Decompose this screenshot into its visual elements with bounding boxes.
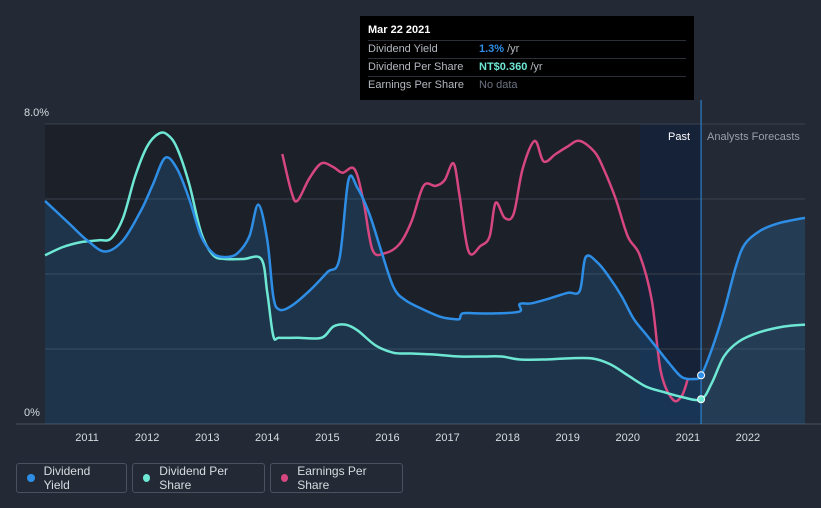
legend-dot-dividend-yield: [27, 474, 35, 482]
x-tick-label: 2013: [195, 432, 219, 444]
tooltip-value: NT$0.360: [479, 61, 528, 73]
tooltip-label: Dividend Per Share: [368, 61, 464, 73]
past-label: Past: [668, 131, 690, 143]
x-tick-label: 2016: [375, 432, 399, 444]
dividend-yield-line: [44, 156, 806, 381]
legend-label: Dividend Yield: [43, 464, 91, 492]
x-tick-label: 2014: [255, 432, 279, 444]
x-axis-ticks: 2011 2012 2013 2014 2015 2016 2017 2018 2019 2020…: [75, 432, 760, 444]
legend-label: Earnings Per Share: [297, 464, 367, 492]
x-tick-label: 2011: [75, 432, 99, 444]
legend-dot-dividend-per-share: [143, 474, 151, 482]
x-tick-label: 2019: [555, 432, 579, 444]
legend-dividend-yield[interactable]: Dividend Yield: [16, 463, 127, 493]
tooltip-label: Earnings Per Share: [368, 79, 464, 91]
tooltip-unit: /yr: [530, 61, 543, 73]
series-lines: [44, 131, 806, 403]
x-tick-label: 2012: [135, 432, 159, 444]
forecast-label: Analysts Forecasts: [707, 131, 800, 143]
tooltip-row-dividend-yield: Dividend Yield 1.3% /yr: [368, 40, 686, 58]
x-tick-label: 2020: [616, 432, 640, 444]
dividend-yield-area: [45, 157, 805, 424]
x-tick-label: 2018: [495, 432, 519, 444]
tooltip-unit: /yr: [507, 43, 520, 55]
tooltip-date: Mar 22 2021: [368, 24, 431, 36]
earnings-per-share-line: [281, 139, 689, 403]
tooltip-value: No data: [479, 79, 518, 91]
x-tick-label: 2017: [435, 432, 459, 444]
series-markers: [697, 371, 706, 404]
grid-lines: [16, 123, 821, 425]
tooltip-value: 1.3%: [479, 43, 505, 55]
legend-label: Dividend Per Share: [159, 464, 228, 492]
tooltip: Mar 22 2021 Dividend Yield 1.3% /yr Divi…: [360, 16, 694, 100]
dividend-per-share-marker: [697, 395, 706, 404]
legend-earnings-per-share[interactable]: Earnings Per Share: [270, 463, 403, 493]
dividend-per-share-line: [44, 131, 806, 402]
y-tick-label-top: 8.0%: [24, 107, 49, 119]
tooltip-row-earnings-per-share: Earnings Per Share No data: [368, 76, 686, 94]
tooltip-label: Dividend Yield: [368, 43, 438, 55]
y-tick-label-bottom: 0%: [24, 407, 40, 419]
tooltip-row-dividend-per-share: Dividend Per Share NT$0.360 /yr: [368, 58, 686, 76]
x-tick-label: 2022: [736, 432, 760, 444]
dividend-yield-marker: [697, 371, 706, 380]
legend-dot-earnings-per-share: [281, 474, 289, 482]
x-tick-label: 2021: [676, 432, 700, 444]
legend-dividend-per-share[interactable]: Dividend Per Share: [132, 463, 265, 493]
x-tick-label: 2015: [315, 432, 339, 444]
